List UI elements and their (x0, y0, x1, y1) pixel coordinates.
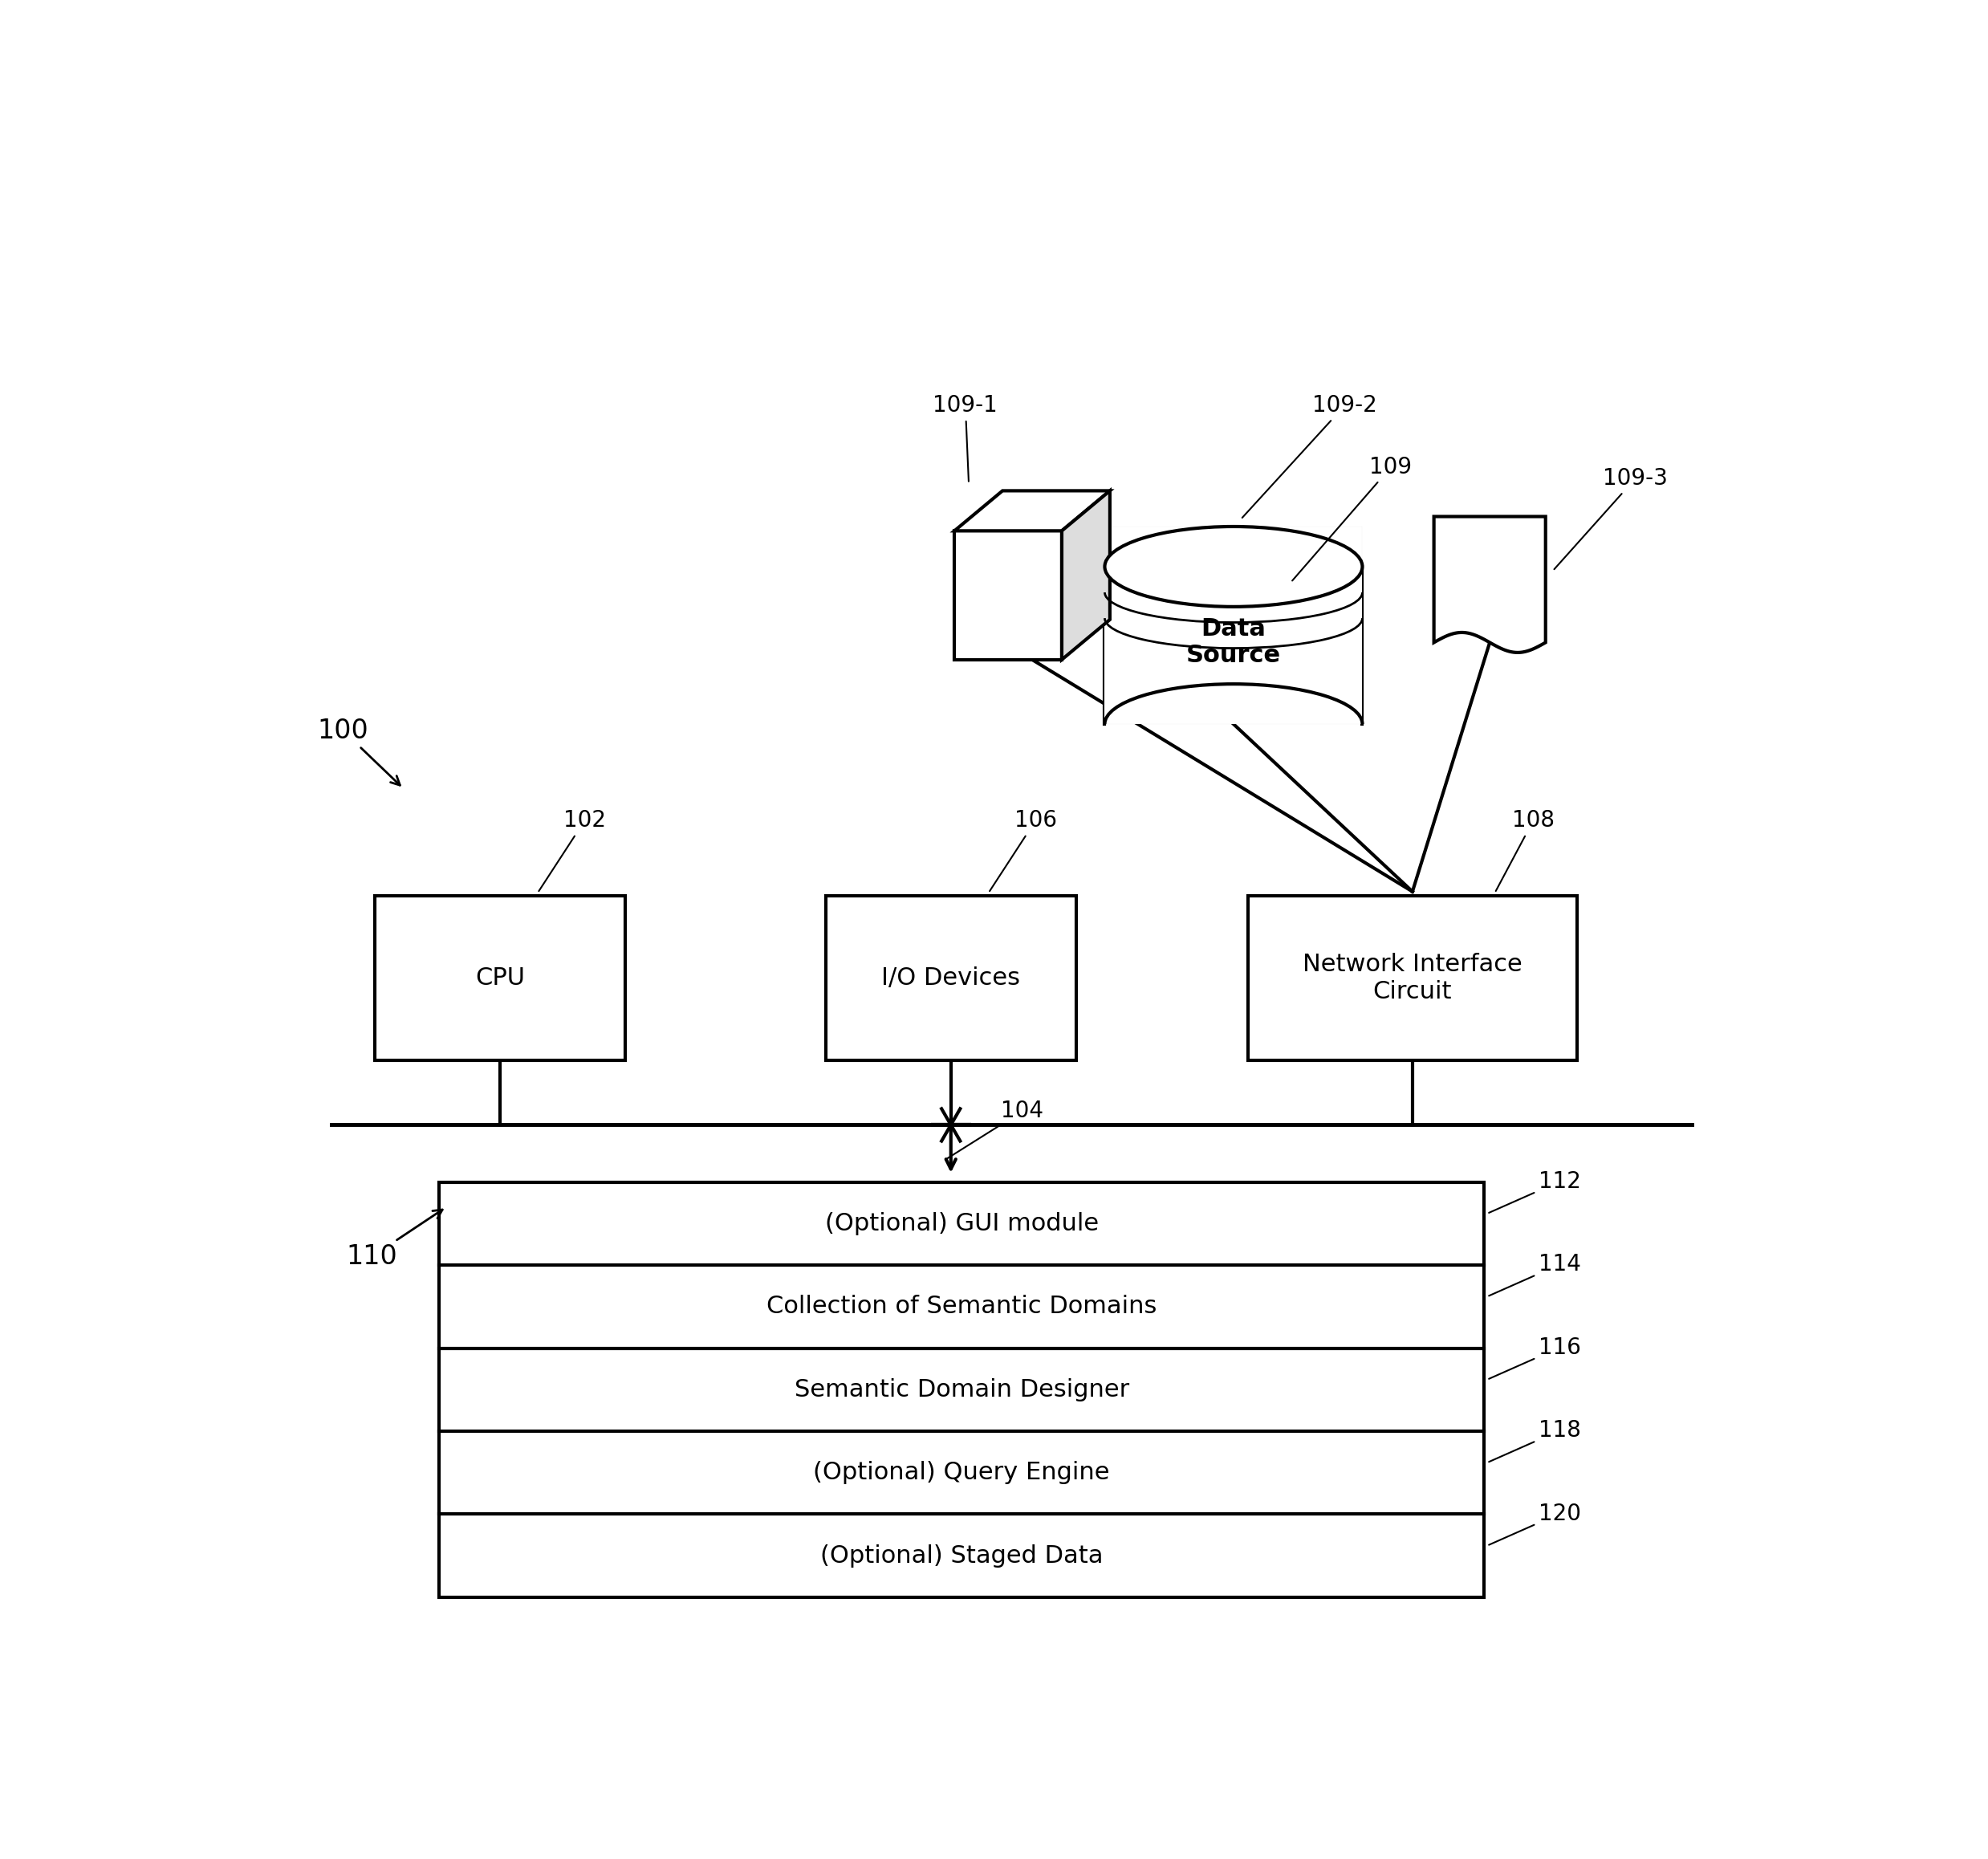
Text: 108: 108 (1495, 809, 1555, 890)
Text: 118: 118 (1489, 1418, 1580, 1461)
Text: 102: 102 (539, 809, 606, 890)
Text: 116: 116 (1489, 1337, 1580, 1379)
Text: 104: 104 (946, 1101, 1044, 1160)
Polygon shape (954, 491, 1109, 532)
Polygon shape (1433, 517, 1545, 653)
Text: 109-1: 109-1 (932, 394, 998, 481)
Text: 109-2: 109-2 (1242, 394, 1378, 519)
Bar (1105, 526, 1362, 725)
Polygon shape (1062, 491, 1109, 660)
Text: Collection of Semantic Domains: Collection of Semantic Domains (767, 1296, 1157, 1318)
Bar (825, 896, 1076, 1060)
Text: Data
Source: Data Source (1187, 617, 1280, 667)
Text: Network Interface
Circuit: Network Interface Circuit (1302, 954, 1523, 1004)
Bar (1248, 896, 1576, 1060)
Bar (376, 896, 626, 1060)
Text: I/O Devices: I/O Devices (881, 967, 1020, 989)
Ellipse shape (1105, 526, 1362, 606)
Text: 112: 112 (1489, 1171, 1580, 1212)
Text: 109-3: 109-3 (1555, 467, 1668, 569)
Bar (439, 1182, 1483, 1597)
Text: (Optional) Staged Data: (Optional) Staged Data (821, 1545, 1103, 1567)
Text: 114: 114 (1489, 1253, 1580, 1296)
Bar (954, 532, 1062, 660)
Text: CPU: CPU (475, 967, 525, 989)
Text: 120: 120 (1489, 1502, 1580, 1545)
Text: 109: 109 (1292, 455, 1411, 580)
Text: 100: 100 (318, 718, 400, 784)
Text: 110: 110 (346, 1210, 443, 1270)
Text: (Optional) Query Engine: (Optional) Query Engine (813, 1461, 1109, 1483)
Text: (Optional) GUI module: (Optional) GUI module (825, 1212, 1099, 1234)
Text: 106: 106 (990, 809, 1058, 890)
Text: Semantic Domain Designer: Semantic Domain Designer (793, 1378, 1129, 1402)
